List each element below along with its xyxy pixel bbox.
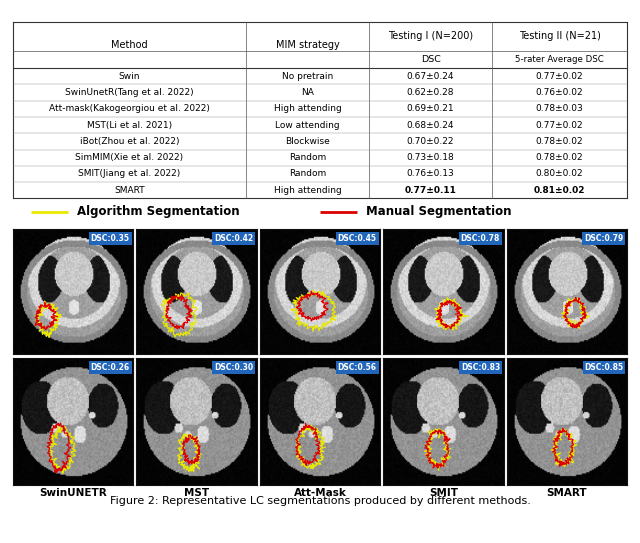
Text: DSC:0.56: DSC:0.56 xyxy=(338,363,376,372)
Text: DSC:0.45: DSC:0.45 xyxy=(338,233,376,243)
Text: 0.69±0.21: 0.69±0.21 xyxy=(407,104,454,113)
Text: Att-mask(Kakogeorgiou et al. 2022): Att-mask(Kakogeorgiou et al. 2022) xyxy=(49,104,210,113)
Text: MIM strategy: MIM strategy xyxy=(276,40,340,50)
Text: DSC:0.35: DSC:0.35 xyxy=(91,233,130,243)
Text: 0.68±0.24: 0.68±0.24 xyxy=(407,121,454,130)
Text: Testing I (N=200): Testing I (N=200) xyxy=(388,31,473,41)
Text: DSC:0.83: DSC:0.83 xyxy=(461,363,500,372)
Text: 0.80±0.02: 0.80±0.02 xyxy=(536,169,584,179)
Text: Low attending: Low attending xyxy=(275,121,340,130)
Text: 0.76±0.13: 0.76±0.13 xyxy=(406,169,454,179)
Text: Algorithm Segmentation: Algorithm Segmentation xyxy=(77,205,240,218)
Text: DSC:0.79: DSC:0.79 xyxy=(584,233,623,243)
Text: DSC:0.26: DSC:0.26 xyxy=(90,363,130,372)
Text: 0.62±0.28: 0.62±0.28 xyxy=(407,88,454,97)
Text: Blockwise: Blockwise xyxy=(285,137,330,146)
Text: DSC:0.78: DSC:0.78 xyxy=(461,233,500,243)
Text: 0.78±0.02: 0.78±0.02 xyxy=(536,137,584,146)
Text: Testing II (N=21): Testing II (N=21) xyxy=(518,31,600,41)
Text: 0.73±0.18: 0.73±0.18 xyxy=(406,153,454,162)
Text: 0.81±0.02: 0.81±0.02 xyxy=(534,186,586,195)
Text: DSC:0.30: DSC:0.30 xyxy=(214,363,253,372)
Text: 0.78±0.02: 0.78±0.02 xyxy=(536,153,584,162)
X-axis label: SMART: SMART xyxy=(547,488,588,498)
Text: SMART: SMART xyxy=(114,186,145,195)
X-axis label: SMIT: SMIT xyxy=(429,488,458,498)
Text: 0.77±0.11: 0.77±0.11 xyxy=(404,186,456,195)
Text: SMIT(Jiang et al. 2022): SMIT(Jiang et al. 2022) xyxy=(79,169,180,179)
X-axis label: MST: MST xyxy=(184,488,209,498)
Text: NA: NA xyxy=(301,88,314,97)
Text: DSC:0.85: DSC:0.85 xyxy=(584,363,623,372)
Text: Random: Random xyxy=(289,153,326,162)
Text: DSC: DSC xyxy=(420,55,440,64)
Text: Swin: Swin xyxy=(119,72,140,81)
Text: 5-rater Average DSC: 5-rater Average DSC xyxy=(515,55,604,64)
Text: Random: Random xyxy=(289,169,326,179)
Text: SwinUnetR(Tang et al. 2022): SwinUnetR(Tang et al. 2022) xyxy=(65,88,194,97)
Text: Method: Method xyxy=(111,40,148,50)
Text: 0.70±0.22: 0.70±0.22 xyxy=(407,137,454,146)
Text: 0.67±0.24: 0.67±0.24 xyxy=(407,72,454,81)
Text: 0.76±0.02: 0.76±0.02 xyxy=(536,88,584,97)
Text: No pretrain: No pretrain xyxy=(282,72,333,81)
Text: 0.77±0.02: 0.77±0.02 xyxy=(536,72,584,81)
Text: High attending: High attending xyxy=(274,104,342,113)
Text: Manual Segmentation: Manual Segmentation xyxy=(366,205,511,218)
Text: MST(Li et al. 2021): MST(Li et al. 2021) xyxy=(87,121,172,130)
Text: Figure 2: Representative LC segmentations produced by different methods.: Figure 2: Representative LC segmentation… xyxy=(109,496,531,506)
Text: 0.77±0.02: 0.77±0.02 xyxy=(536,121,584,130)
X-axis label: SwinUNETR: SwinUNETR xyxy=(39,488,107,498)
Text: SimMIM(Xie et al. 2022): SimMIM(Xie et al. 2022) xyxy=(76,153,184,162)
Text: High attending: High attending xyxy=(274,186,342,195)
Text: 0.78±0.03: 0.78±0.03 xyxy=(536,104,584,113)
Text: iBot(Zhou et al. 2022): iBot(Zhou et al. 2022) xyxy=(80,137,179,146)
X-axis label: Att-Mask: Att-Mask xyxy=(294,488,346,498)
Text: DSC:0.42: DSC:0.42 xyxy=(214,233,253,243)
